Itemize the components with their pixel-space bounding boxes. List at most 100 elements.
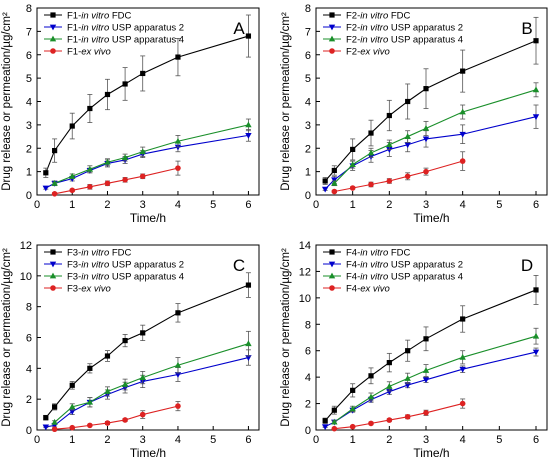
series-line xyxy=(45,284,249,419)
data-point xyxy=(386,417,393,423)
data-point xyxy=(404,173,411,180)
legend-item: F4-in vitro FDC xyxy=(323,248,411,259)
data-point xyxy=(42,424,50,431)
data-point xyxy=(386,178,393,184)
y-tick-label: 1 xyxy=(305,167,311,179)
data-point xyxy=(460,68,466,74)
x-tick-label: 6 xyxy=(245,199,251,211)
legend-label: F3-ex vivo xyxy=(67,284,111,295)
data-point xyxy=(532,332,540,339)
data-point xyxy=(422,367,430,373)
panel-b: 0 1 2 3 4 5 6 0 1 2 3 4 5 6 7 8 Time/h Drug release or pe… xyxy=(280,3,548,225)
y-tick-label: 6 xyxy=(26,333,32,345)
data-point xyxy=(87,184,93,190)
data-point xyxy=(423,168,429,175)
legend-item: F4-in vitro USP apparatus 2 xyxy=(323,260,463,271)
data-point xyxy=(139,374,146,380)
data-point xyxy=(51,418,58,425)
legend-label: F4-in vitro USP apparatus 2 xyxy=(346,260,463,271)
data-point xyxy=(87,365,93,371)
y-tick-label: 3 xyxy=(305,120,311,132)
data-point xyxy=(422,377,430,384)
y-tick-label: 4 xyxy=(26,97,32,109)
data-point xyxy=(175,403,181,409)
y-tick-label: 8 xyxy=(26,302,32,314)
data-point xyxy=(121,381,129,387)
legend-marker xyxy=(328,272,336,279)
series-line xyxy=(54,343,249,423)
y-axis-label: Drug release or permeation/µg/cm² xyxy=(280,12,292,191)
y-tick-label: 4 xyxy=(305,372,311,384)
data-point xyxy=(245,340,252,347)
legend-marker xyxy=(328,261,336,268)
data-point xyxy=(331,418,338,425)
legend-item: F2-in vitro USP apparatus 2 xyxy=(323,23,463,34)
data-point xyxy=(139,148,146,155)
data-point xyxy=(386,112,392,119)
series-2 xyxy=(42,349,252,431)
x-axis-label: Time/h xyxy=(413,211,449,225)
x-tick-label: 6 xyxy=(533,199,539,211)
x-tick-label: 5 xyxy=(496,434,502,446)
data-point xyxy=(104,353,111,359)
data-point xyxy=(87,105,93,112)
y-tick-label: 1 xyxy=(26,167,32,179)
data-point xyxy=(69,424,76,431)
data-point xyxy=(104,180,111,187)
legend-marker xyxy=(49,272,57,279)
legend-label: F1-in vitro USP apparatus 4 xyxy=(67,35,184,46)
y-tick-label: 5 xyxy=(26,73,32,85)
y-tick-label: 6 xyxy=(26,50,32,62)
series-line xyxy=(45,134,249,189)
legend-marker xyxy=(50,249,56,255)
data-point xyxy=(122,81,128,87)
data-point xyxy=(533,38,539,44)
legend-label: F3-in vitro USP apparatus 2 xyxy=(67,260,184,271)
legend-label: F2-in vitro USP apparatus 4 xyxy=(346,35,463,46)
data-point xyxy=(423,336,429,342)
legend-item: F3-in vitro USP apparatus 4 xyxy=(44,272,184,283)
data-point xyxy=(122,337,128,344)
y-tick-label: 7 xyxy=(305,26,311,38)
data-point xyxy=(331,407,337,413)
y-tick-label: 2 xyxy=(305,143,311,155)
panel-label: D xyxy=(521,256,533,275)
x-tick-label: 6 xyxy=(533,434,539,446)
legend-label: F2-in vitro USP apparatus 2 xyxy=(346,23,463,34)
y-tick-label: 2 xyxy=(305,399,311,411)
y-tick-label: 10 xyxy=(20,271,32,283)
y-tick-label: 4 xyxy=(26,363,32,375)
data-point xyxy=(459,131,466,138)
series-3 xyxy=(331,82,540,187)
y-axis-label: Drug release or permeation/µg/cm² xyxy=(1,12,13,191)
series-3 xyxy=(51,118,252,186)
data-point xyxy=(459,108,466,115)
y-tick-label: 0 xyxy=(305,425,311,437)
data-point xyxy=(140,330,146,336)
legend-marker xyxy=(328,24,336,31)
legend-item: F2-in vitro USP apparatus 4 xyxy=(323,35,463,46)
data-point xyxy=(69,409,76,415)
panel-label: A xyxy=(233,19,245,38)
data-point xyxy=(349,423,356,430)
legend-label: F2-ex vivo xyxy=(346,47,390,58)
data-point xyxy=(245,132,252,139)
y-tick-label: 3 xyxy=(26,120,32,132)
legend-item: F1-ex vivo xyxy=(44,47,111,58)
data-point xyxy=(69,187,76,194)
data-point xyxy=(51,426,58,433)
legend-label: F4-in vitro USP apparatus 4 xyxy=(346,272,463,283)
plot-frame xyxy=(315,244,548,431)
data-point xyxy=(459,366,466,373)
series-line xyxy=(333,89,537,184)
legend-item: F1-in vitro USP apparatus 2 xyxy=(44,23,184,34)
data-point xyxy=(349,185,356,191)
data-point xyxy=(423,410,429,416)
legend-marker xyxy=(49,261,57,268)
legend-marker xyxy=(328,35,336,42)
x-tick-label: 2 xyxy=(386,199,392,211)
data-point xyxy=(52,147,58,154)
